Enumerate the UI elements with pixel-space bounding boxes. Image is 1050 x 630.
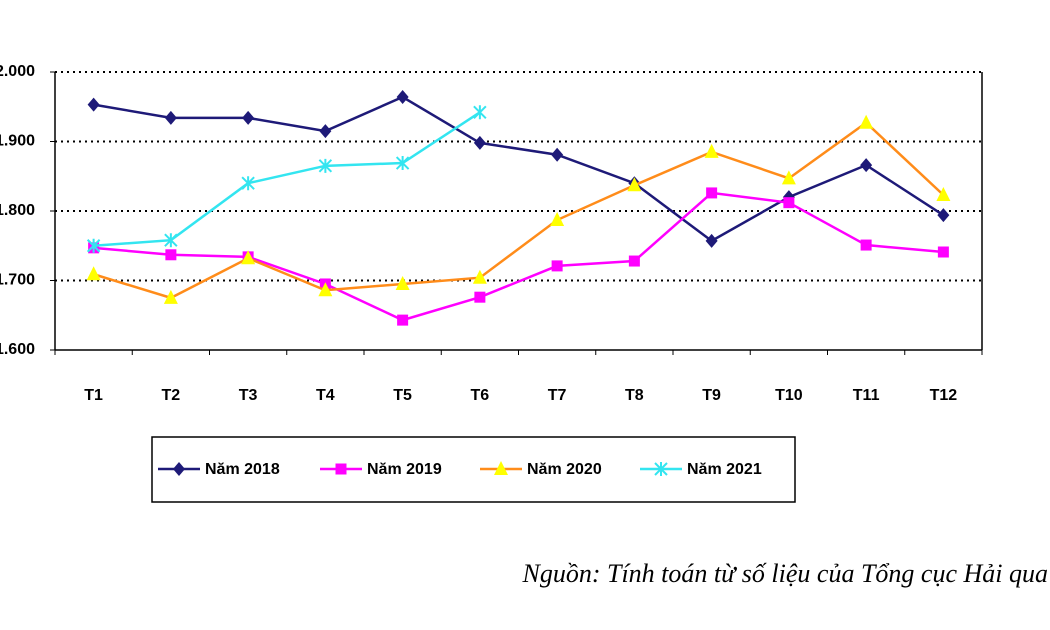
- legend-label: Năm 2018: [205, 461, 280, 478]
- x-tick-label: T8: [625, 387, 644, 404]
- marker: [473, 105, 487, 120]
- marker: [627, 177, 642, 192]
- marker: [396, 90, 409, 105]
- source-note: Nguồn: Tính toán từ số liệu của Tổng cục…: [522, 559, 1049, 588]
- series-line: [93, 95, 945, 243]
- marker: [472, 269, 487, 284]
- x-tick-label: T9: [702, 387, 721, 404]
- marker: [859, 114, 874, 129]
- marker: [937, 246, 949, 258]
- marker: [318, 158, 333, 173]
- series-line: [93, 121, 945, 300]
- marker: [936, 187, 951, 202]
- marker: [550, 212, 565, 227]
- y-tick-label: 1.600: [0, 341, 35, 358]
- x-tick-label: T7: [548, 387, 567, 404]
- marker: [397, 314, 409, 326]
- marker: [86, 238, 101, 253]
- marker: [473, 135, 486, 150]
- legend-label: Năm 2019: [367, 461, 442, 478]
- marker: [241, 176, 255, 191]
- marker: [395, 156, 410, 171]
- marker: [783, 197, 795, 209]
- y-tick-label: 1.900: [0, 133, 35, 150]
- x-tick-label: T4: [316, 387, 335, 404]
- marker: [860, 158, 873, 173]
- marker: [335, 463, 347, 475]
- marker: [242, 110, 255, 125]
- marker: [318, 282, 333, 297]
- legend-label: Năm 2020: [527, 461, 602, 478]
- marker: [87, 97, 100, 112]
- marker: [163, 289, 178, 304]
- marker: [860, 239, 872, 251]
- marker: [551, 260, 563, 272]
- x-tick-label: T2: [162, 387, 181, 404]
- x-tick-label: T6: [471, 387, 490, 404]
- marker: [164, 233, 178, 248]
- marker: [395, 275, 410, 290]
- x-tick-label: T5: [393, 387, 412, 404]
- marker: [628, 255, 640, 267]
- marker: [164, 110, 177, 125]
- marker: [86, 266, 101, 281]
- marker: [705, 233, 718, 248]
- marker: [319, 124, 332, 139]
- x-tick-label: T11: [853, 387, 880, 404]
- legend-label: Năm 2021: [687, 461, 762, 478]
- y-tick-label: 1.800: [0, 202, 35, 219]
- marker: [781, 170, 796, 185]
- marker: [494, 461, 508, 475]
- y-tick-label: 2.000: [0, 63, 35, 80]
- marker: [704, 143, 719, 158]
- x-tick-label: T10: [775, 387, 803, 404]
- x-tick-label: T3: [239, 387, 258, 404]
- legend-box: [151, 436, 796, 503]
- marker: [165, 249, 177, 261]
- series-line: [93, 191, 944, 322]
- marker: [241, 250, 256, 265]
- series-line: [93, 111, 481, 247]
- marker: [474, 291, 486, 303]
- y-tick-label: 1.700: [0, 272, 35, 289]
- marker: [173, 462, 185, 476]
- marker: [937, 208, 950, 223]
- marker: [551, 147, 564, 162]
- x-tick-label: T1: [84, 387, 103, 404]
- marker: [654, 462, 668, 476]
- x-tick-label: T12: [930, 387, 958, 404]
- marker: [706, 187, 718, 199]
